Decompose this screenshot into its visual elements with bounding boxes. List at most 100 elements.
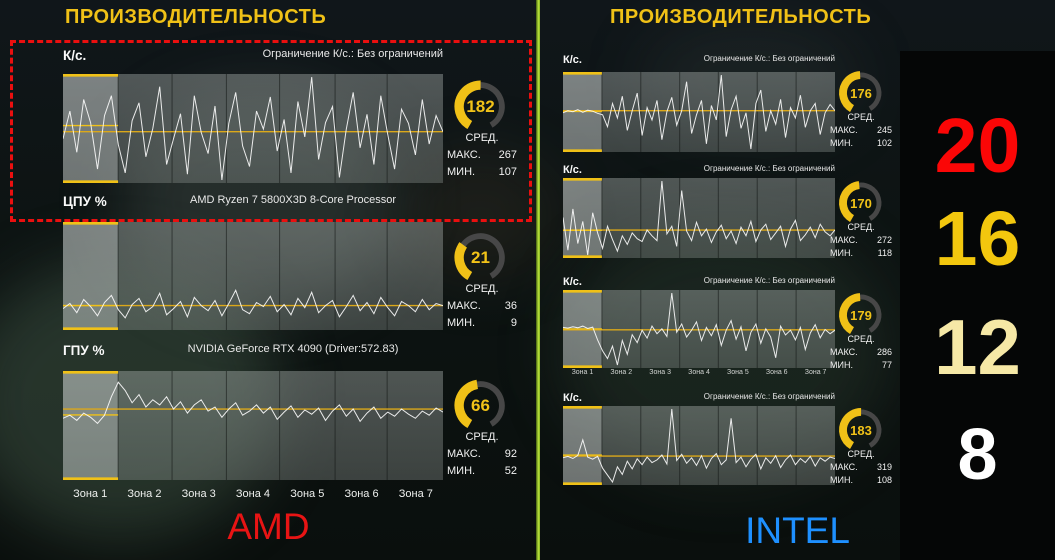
average-gauge: 179 xyxy=(837,291,885,339)
max-label: МАКС. xyxy=(447,448,481,460)
max-label: МАКС. xyxy=(447,300,481,312)
max-row: МАКС. 245 xyxy=(830,125,892,138)
zone-label: Зона 1 xyxy=(73,488,108,500)
gauge-value: 21 xyxy=(471,247,490,267)
max-row: МАКС. 92 xyxy=(447,448,517,465)
legend-number-8: 8 xyxy=(957,415,998,495)
avg-row: СРЕД. xyxy=(830,222,892,235)
average-gauge: 170 xyxy=(837,179,885,227)
avg-label: СРЕД. xyxy=(847,112,875,122)
core-count-legend: 20 16 12 8 xyxy=(900,51,1055,560)
legend-number-20: 20 xyxy=(934,103,1021,189)
metric-label: К/с. xyxy=(563,54,582,66)
min-row: МИН. 108 xyxy=(830,475,892,488)
brand-label-amd: AMD xyxy=(227,506,310,547)
metric-label: ЦПУ % xyxy=(63,194,107,209)
min-row: МИН. 107 xyxy=(447,166,517,183)
metric-sublabel: Ограничение К/с.: Без ограничений xyxy=(703,392,835,401)
brand-label-intel: INTEL xyxy=(745,510,850,551)
metric-label: К/с. xyxy=(563,392,582,404)
zone-label: Зона 7 xyxy=(398,488,433,500)
max-value: 267 xyxy=(498,149,517,161)
min-label: МИН. xyxy=(830,248,853,258)
min-label: МИН. xyxy=(447,465,476,477)
zone-label: Зона 6 xyxy=(765,369,788,376)
metric-sublabel: Ограничение К/с.: Без ограничений xyxy=(262,48,443,60)
stats-block: СРЕД. МАКС. 272 МИН. 118 xyxy=(830,222,892,261)
gauge-value: 66 xyxy=(471,395,490,415)
metric-label: К/с. xyxy=(563,164,582,176)
metric-sublabel: Ограничение К/с.: Без ограничений xyxy=(703,276,835,285)
avg-label: СРЕД. xyxy=(847,334,875,344)
panel-header: К/с. Ограничение К/с.: Без ограничений xyxy=(563,276,835,288)
max-row: МАКС. 267 xyxy=(447,149,517,166)
zone-label: Зона 6 xyxy=(344,488,379,500)
right-section-title: ПРОИЗВОДИТЕЛЬНОСТЬ xyxy=(610,6,872,28)
min-label: МИН. xyxy=(447,317,476,329)
min-row: МИН. 9 xyxy=(447,317,517,334)
min-value: 107 xyxy=(498,166,517,178)
metric-sublabel: NVIDIA GeForce RTX 4090 (Driver:572.83) xyxy=(187,343,399,355)
legend-number-16: 16 xyxy=(934,196,1021,282)
max-value: 36 xyxy=(504,300,517,312)
metric-sublabel: AMD Ryzen 7 5800X3D 8-Core Processor xyxy=(189,194,397,206)
zone-labels-intel: Зона 1 Зона 2 Зона 3 Зона 4 Зона 5 Зона … xyxy=(563,369,835,376)
metric-sublabel: Ограничение К/с.: Без ограничений xyxy=(703,54,835,63)
min-label: МИН. xyxy=(830,475,853,485)
background-blur-blob xyxy=(560,220,890,480)
panel-header: К/с. Ограничение К/с.: Без ограничений xyxy=(563,54,835,66)
legend-number-12: 12 xyxy=(934,303,1021,391)
stats-block: СРЕД. МАКС. 92 МИН. 52 xyxy=(447,431,517,482)
zone-label: Зона 5 xyxy=(290,488,325,500)
zone-label: Зона 1 xyxy=(571,369,594,376)
gauge-value: 183 xyxy=(850,422,872,438)
gauge-value: 176 xyxy=(850,85,872,101)
frametime-graph xyxy=(563,178,835,258)
max-label: МАКС. xyxy=(830,235,858,245)
min-row: МИН. 102 xyxy=(830,138,892,151)
frametime-graph xyxy=(563,290,835,368)
background-blur-blob xyxy=(120,90,400,310)
min-label: МИН. xyxy=(830,138,853,148)
highlight-box xyxy=(10,40,532,222)
zone-labels-amd: Зона 1 Зона 2 Зона 3 Зона 4 Зона 5 Зона … xyxy=(63,488,443,500)
left-section-title: ПРОИЗВОДИТЕЛЬНОСТЬ xyxy=(65,6,327,28)
zone-label: Зона 5 xyxy=(727,369,749,376)
max-label: МАКС. xyxy=(447,149,481,161)
max-value: 245 xyxy=(876,125,892,135)
frametime-graph xyxy=(563,72,835,152)
frametime-graph xyxy=(63,371,443,480)
max-value: 92 xyxy=(504,448,517,460)
metric-label: ГПУ % xyxy=(63,343,105,358)
max-row: МАКС. 286 xyxy=(830,347,892,360)
gauge-value: 182 xyxy=(466,96,495,116)
avg-label: СРЕД. xyxy=(465,283,499,295)
average-gauge: 21 xyxy=(452,229,509,286)
avg-label: СРЕД. xyxy=(847,449,875,459)
min-row: МИН. 52 xyxy=(447,465,517,482)
zone-label: Зона 3 xyxy=(181,488,216,500)
stats-block: СРЕД. МАКС. 319 МИН. 108 xyxy=(830,449,892,488)
min-value: 77 xyxy=(881,360,892,370)
stats-block: СРЕД. МАКС. 245 МИН. 102 xyxy=(830,112,892,151)
min-value: 9 xyxy=(510,317,517,329)
max-row: МАКС. 319 xyxy=(830,462,892,475)
zone-label: Зона 7 xyxy=(804,369,827,376)
max-value: 319 xyxy=(876,462,892,472)
avg-label: СРЕД. xyxy=(465,132,499,144)
panel-header: ЦПУ % AMD Ryzen 7 5800X3D 8-Core Process… xyxy=(63,194,443,209)
gauge-value: 170 xyxy=(850,195,872,211)
panel-header: К/с. Ограничение К/с.: Без ограничений xyxy=(563,164,835,176)
stats-block: СРЕД. МАКС. 36 МИН. 9 xyxy=(447,283,517,334)
panel-header: К/с. Ограничение К/с.: Без ограничений xyxy=(63,48,443,63)
average-gauge: 66 xyxy=(452,377,509,434)
divider-line xyxy=(536,0,540,560)
min-row: МИН. 118 xyxy=(830,248,892,261)
avg-row: СРЕД. xyxy=(830,449,892,462)
